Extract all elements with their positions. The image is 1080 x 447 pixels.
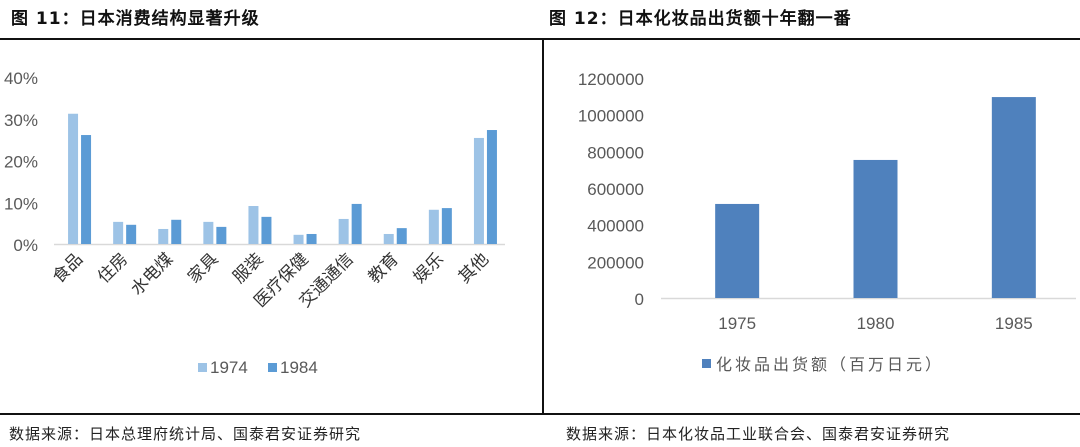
bar-1984 — [441, 208, 452, 244]
bar-1984 — [486, 130, 497, 244]
y-tick-label: 600000 — [587, 180, 644, 199]
y-tick-label: 10% — [4, 194, 38, 213]
bar-1975 — [715, 203, 760, 298]
bar-1974 — [428, 209, 439, 244]
left-data-source: 数据来源：日本总理府统计局、国泰君安证券研究 — [9, 425, 362, 443]
left-figure-title: 图 11：日本消费结构显著升级 — [11, 9, 260, 29]
x-category-label: 1985 — [995, 314, 1033, 333]
bar-1974 — [338, 218, 349, 244]
bar-1974 — [473, 137, 484, 244]
x-category-label: 其他 — [455, 249, 493, 287]
bar-1984 — [126, 224, 137, 244]
y-tick-label: 0 — [635, 290, 644, 309]
x-category-label: 食品 — [49, 249, 87, 287]
legend-swatch — [702, 359, 711, 368]
bar-1984 — [396, 228, 407, 244]
y-tick-label: 200000 — [587, 253, 644, 272]
bar-1974 — [68, 113, 79, 245]
bar-1974 — [113, 221, 124, 244]
panel-divider — [542, 38, 544, 414]
bar-1984 — [171, 219, 182, 244]
bar-1974 — [203, 221, 214, 244]
bar-1974 — [158, 228, 169, 244]
legend-label-1984: 1984 — [280, 358, 318, 377]
right-figure-title: 图 12：日本化妆品出货额十年翻一番 — [549, 9, 852, 29]
x-category-label: 住房 — [94, 249, 132, 287]
x-category-label: 1975 — [718, 314, 756, 333]
bottom-border — [0, 413, 1080, 415]
x-category-label: 娱乐 — [410, 249, 448, 287]
y-tick-label: 1200000 — [578, 70, 644, 89]
bar-1984 — [306, 233, 317, 244]
legend-label-1974: 1974 — [210, 358, 248, 377]
bar-1974 — [383, 233, 394, 244]
bar-1974 — [293, 234, 304, 244]
bar-1984 — [216, 226, 227, 244]
x-category-label: 水电煤 — [127, 249, 177, 299]
bar-1984 — [351, 203, 362, 244]
bar-1974 — [248, 206, 259, 244]
y-tick-label: 400000 — [587, 217, 644, 236]
y-tick-label: 800000 — [587, 143, 644, 162]
bar-1984 — [261, 216, 272, 244]
y-tick-label: 30% — [4, 111, 38, 130]
y-tick-label: 20% — [4, 153, 38, 172]
legend-swatch-1974 — [198, 363, 207, 372]
bar-1985 — [991, 97, 1036, 298]
legend-swatch-1984 — [268, 363, 277, 372]
x-category-label: 1980 — [857, 314, 895, 333]
bar-1984 — [81, 135, 92, 244]
bar-1980 — [853, 159, 898, 298]
right-chart-cosmetics-shipments: 0 200000 400000 600000 800000 1000000 1200000 1… — [578, 70, 1076, 374]
legend-label: 化妆品出货额（百万日元） — [716, 355, 944, 374]
x-category-label: 教育 — [365, 249, 403, 287]
y-tick-label: 0% — [13, 236, 38, 255]
right-data-source: 数据来源：日本化妆品工业联合会、国泰君安证券研究 — [566, 425, 951, 443]
top-border — [0, 38, 1080, 40]
x-category-label: 家具 — [184, 249, 222, 287]
y-tick-label: 40% — [4, 69, 38, 88]
y-tick-label: 1000000 — [578, 107, 644, 126]
x-category-label: 服装 — [229, 249, 267, 287]
